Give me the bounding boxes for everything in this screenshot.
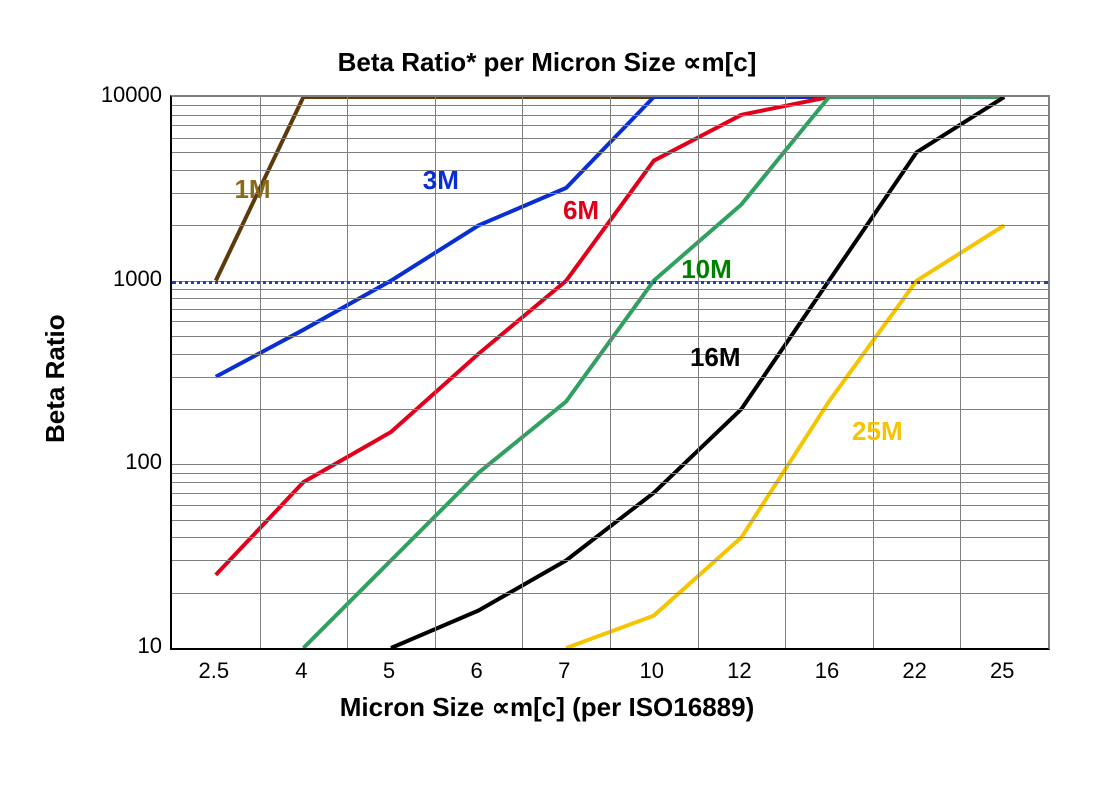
series-label-25M: 25M [852, 416, 903, 447]
x-axis-label: Micron Size ∝m[c] (per ISO16889) [0, 692, 1094, 723]
y-axis-label: Beta Ratio [40, 314, 71, 443]
x-tick-label: 12 [699, 658, 779, 684]
reference-line [172, 281, 1048, 284]
x-tick-label: 2.5 [174, 658, 254, 684]
series-label-1M: 1M [234, 174, 270, 205]
x-tick-label: 5 [349, 658, 429, 684]
x-gridline [347, 97, 348, 648]
x-gridline [785, 97, 786, 648]
series-label-16M: 16M [690, 342, 741, 373]
series-label-3M: 3M [423, 165, 459, 196]
x-tick-label: 22 [875, 658, 955, 684]
x-gridline [960, 97, 961, 648]
x-gridline [610, 97, 611, 648]
x-tick-label: 4 [261, 658, 341, 684]
y-tick-label: 1000 [50, 266, 162, 292]
y-tick-label: 100 [50, 449, 162, 475]
plot-area [170, 95, 1050, 650]
y-tick-label: 10000 [50, 82, 162, 108]
x-tick-label: 25 [962, 658, 1042, 684]
x-tick-label: 7 [524, 658, 604, 684]
x-tick-label: 16 [787, 658, 867, 684]
x-tick-label: 6 [437, 658, 517, 684]
x-tick-label: 10 [612, 658, 692, 684]
series-label-10M: 10M [681, 254, 732, 285]
x-gridline [873, 97, 874, 648]
chart-title: Beta Ratio* per Micron Size ∝m[c] [0, 47, 1094, 78]
x-gridline [522, 97, 523, 648]
y-tick-label: 10 [50, 633, 162, 659]
series-label-6M: 6M [563, 195, 599, 226]
